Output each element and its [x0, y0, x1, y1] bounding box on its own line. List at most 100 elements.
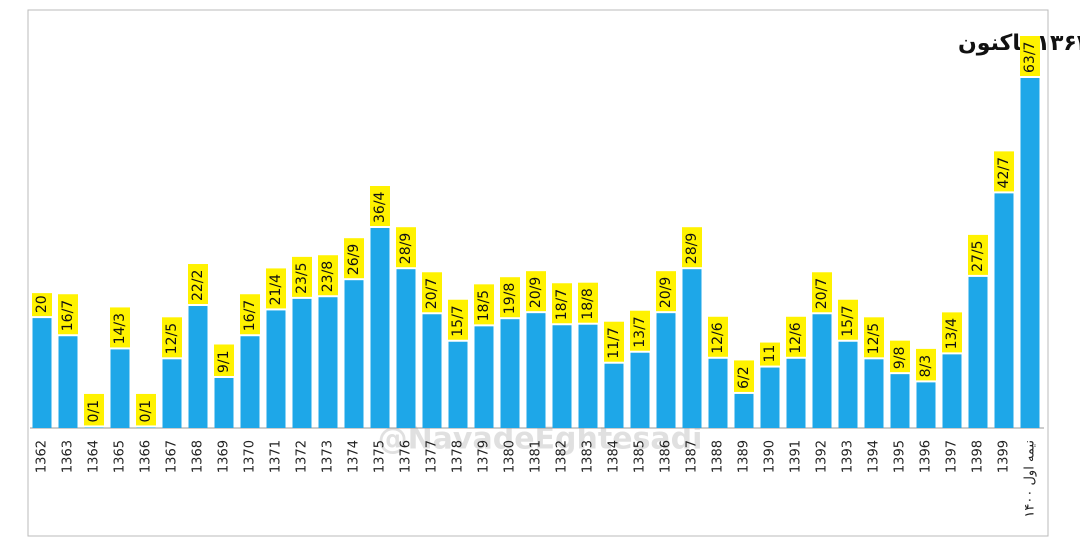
x-tick-label: 1363	[61, 440, 76, 473]
value-label-bg	[266, 268, 286, 309]
value-label: 13/4	[944, 318, 960, 350]
x-tick-label: 1368	[191, 440, 206, 473]
value-label: 42/7	[996, 157, 1012, 188]
x-tick-label: 1378	[451, 440, 466, 473]
value-label-bg	[448, 299, 468, 340]
value-label: 23/8	[320, 261, 336, 292]
bar	[474, 326, 494, 428]
x-tick-label: 1379	[477, 440, 492, 473]
bar	[396, 269, 416, 428]
value-label-bg	[786, 316, 806, 357]
bar	[1020, 78, 1040, 428]
x-tick-label: 1389	[737, 440, 752, 473]
value-label: 21/4	[268, 274, 284, 306]
value-label: 0/1	[86, 400, 102, 423]
bar	[422, 314, 442, 428]
x-tick-label: 1388	[711, 440, 726, 473]
value-label-bg	[994, 151, 1014, 192]
bar	[188, 306, 208, 428]
value-label: 18/8	[580, 288, 596, 319]
bar	[32, 318, 52, 428]
value-label-bg	[890, 340, 910, 373]
bar	[604, 363, 624, 428]
value-label: 11/7	[606, 327, 622, 358]
x-tick-label: 1367	[165, 440, 180, 473]
value-label: 13/7	[632, 316, 648, 347]
bar	[890, 374, 910, 428]
x-tick-label: 1380	[503, 440, 518, 473]
x-tick-label: 1391	[789, 440, 804, 473]
value-label-bg	[292, 256, 312, 297]
bar	[292, 298, 312, 428]
value-label-bg	[864, 317, 884, 358]
bar	[682, 269, 702, 428]
bar	[110, 349, 130, 428]
value-label: 27/5	[970, 240, 986, 271]
x-tick-label: 1370	[243, 440, 258, 473]
x-tick-label: 1393	[841, 440, 856, 473]
bar	[734, 393, 754, 428]
value-label-bg	[734, 360, 754, 392]
value-label: 22/2	[190, 270, 206, 301]
x-tick-label: 1377	[425, 440, 440, 473]
value-label: 11	[762, 345, 778, 363]
value-label-bg	[656, 271, 676, 312]
value-label: 28/9	[684, 233, 700, 264]
value-label: 20/9	[658, 277, 674, 308]
x-tick-label: 1390	[763, 440, 778, 473]
x-tick-label: 1375	[373, 440, 388, 473]
bar	[266, 310, 286, 428]
bar	[162, 359, 182, 428]
bar	[344, 280, 364, 428]
x-tick-label: 1372	[295, 440, 310, 473]
value-label-bg	[968, 234, 988, 275]
value-label-bg	[422, 272, 442, 313]
x-tick-label: 1376	[399, 440, 414, 473]
x-tick-label: 1383	[581, 440, 596, 473]
value-label: 20/7	[424, 278, 440, 309]
bar	[812, 314, 832, 428]
bar	[84, 427, 104, 428]
value-label: 0/1	[138, 400, 154, 423]
value-label-bg	[136, 393, 156, 426]
bar	[240, 336, 260, 428]
value-label: 12/5	[866, 323, 882, 354]
x-tick-label: 1394	[867, 440, 882, 473]
value-label-bg	[552, 283, 572, 324]
value-label: 16/7	[242, 300, 258, 331]
value-label-bg	[162, 317, 182, 358]
value-label: 23/5	[294, 262, 310, 293]
value-label-bg	[760, 342, 780, 366]
value-label: 26/9	[346, 244, 362, 275]
value-label-bg	[188, 264, 208, 305]
value-label-bg	[578, 282, 598, 323]
bar	[786, 358, 806, 428]
value-label-bg	[500, 277, 520, 318]
x-tick-label: 1384	[607, 440, 622, 473]
x-tick-label: 1371	[269, 440, 284, 473]
bar	[994, 193, 1014, 428]
bar	[760, 367, 780, 428]
value-label-bg	[812, 272, 832, 313]
value-label-bg	[240, 294, 260, 335]
value-label: 6/2	[736, 366, 752, 389]
bar	[916, 382, 936, 428]
value-label-bg	[318, 255, 338, 296]
value-label: 20/9	[528, 277, 544, 308]
x-tick-label: 1396	[919, 440, 934, 473]
bar	[630, 352, 650, 428]
value-label: 12/6	[788, 322, 804, 354]
bar	[448, 341, 468, 428]
bar	[708, 358, 728, 428]
x-tick-label: 1397	[945, 440, 960, 473]
bar	[656, 313, 676, 428]
value-label: 12/5	[164, 323, 180, 354]
x-tick-label: 1382	[555, 440, 570, 473]
bar	[578, 324, 598, 428]
bar	[500, 319, 520, 428]
x-tick-label: 1387	[685, 440, 700, 473]
chart-title: نرخ تورم سالانه اجاره‌بهای مسکن در مناطق…	[958, 31, 1080, 56]
value-label: 9/8	[892, 347, 908, 370]
value-label-bg	[370, 186, 390, 226]
